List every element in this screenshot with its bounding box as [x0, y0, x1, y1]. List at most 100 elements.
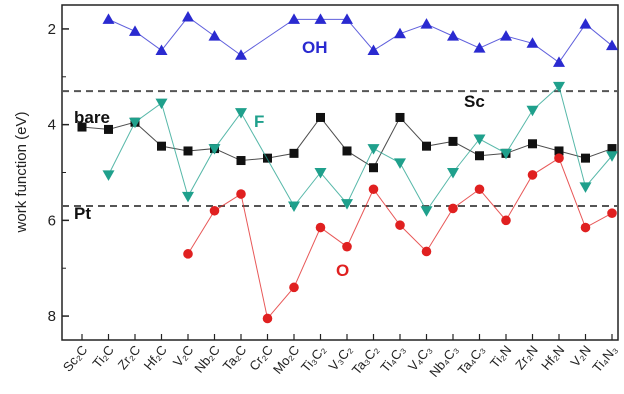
x-tick-label: Ti₃C₂ [298, 342, 329, 375]
reference-annotation-pt: Pt [74, 204, 91, 223]
data-point-bare [528, 139, 537, 149]
x-tick-label: Nb₂C [191, 342, 222, 375]
data-point-f [526, 105, 539, 117]
data-point-o [607, 208, 617, 218]
y-axis-label: work function (eV) [13, 112, 30, 234]
x-tick-label: Sc₂C [60, 342, 91, 374]
series-o [183, 153, 617, 324]
data-point-oh [288, 13, 300, 24]
x-tick-label: Mo₂C [270, 342, 302, 377]
x-tick-label: Zr₂C [115, 342, 144, 372]
data-point-o [262, 313, 273, 324]
data-point-o [554, 153, 564, 163]
data-point-bare [554, 146, 564, 156]
x-tick-label: Ti₂N [487, 342, 514, 371]
y-tick-label: 2 [48, 21, 56, 38]
x-tick-label: Zr₂N [512, 342, 541, 372]
data-point-bare [104, 124, 113, 134]
data-point-oh [102, 13, 115, 24]
data-point-oh [579, 18, 592, 29]
data-point-bare [475, 151, 484, 161]
data-point-oh [394, 27, 406, 39]
data-point-o [209, 205, 220, 216]
data-point-f [473, 134, 486, 145]
data-point-f [155, 98, 168, 110]
data-point-o [395, 220, 405, 230]
data-point-oh [129, 25, 141, 36]
data-point-bare [369, 163, 378, 173]
data-point-f [420, 206, 433, 217]
data-point-o [368, 184, 379, 195]
series-annotation-o: O [336, 261, 349, 280]
data-point-bare [342, 146, 352, 156]
data-point-bare [581, 153, 590, 163]
x-tick-label: Hf₂N [538, 342, 567, 373]
data-point-f [182, 191, 194, 203]
data-point-f [235, 108, 247, 119]
data-point-bare [395, 112, 405, 122]
data-point-o [236, 189, 246, 199]
data-point-bare [448, 136, 458, 146]
x-tick-label: Ti₄C₃ [377, 342, 408, 375]
data-point-f [394, 158, 406, 169]
y-tick-label: 8 [48, 308, 56, 325]
data-point-f [606, 151, 618, 162]
series-annotation-f: F [254, 112, 264, 131]
data-point-bare [77, 122, 87, 132]
data-point-oh [420, 18, 433, 29]
y-tick-label: 4 [48, 117, 56, 134]
series-line-o [187, 157, 613, 320]
series-annotation-bare: bare [74, 108, 110, 127]
data-point-o [474, 184, 485, 195]
data-point-o [580, 222, 591, 233]
data-point-f [102, 170, 115, 181]
data-point-bare [607, 144, 617, 154]
series-f [102, 81, 618, 217]
x-tick-label: Ti₄N₃ [589, 342, 620, 375]
data-point-bare [236, 156, 246, 166]
series-bare [77, 112, 617, 173]
data-point-o [448, 203, 458, 214]
data-point-oh [208, 30, 221, 41]
data-point-oh [314, 13, 327, 24]
x-tick-label: Ta₄C₃ [455, 342, 488, 377]
data-point-oh [182, 10, 194, 22]
x-tick-label: Ta₃C₂ [349, 342, 382, 377]
data-point-bare [157, 141, 166, 151]
data-point-oh [553, 56, 565, 67]
data-point-f [367, 144, 380, 155]
series-line-oh [108, 16, 613, 64]
reference-annotation-sc: Sc [464, 92, 485, 111]
series-annotation-oh: OH [302, 38, 328, 57]
x-tick-label: Ta₂C [220, 342, 250, 373]
x-tick-label: Ti₂C [89, 342, 116, 371]
x-tick-label: Hf₂C [141, 342, 170, 373]
data-point-o [342, 241, 352, 252]
data-point-bare [289, 148, 299, 158]
data-point-oh [155, 44, 168, 55]
data-point-f [447, 168, 459, 179]
data-point-f [314, 168, 327, 179]
data-point-oh [526, 37, 539, 48]
data-point-oh [367, 44, 380, 55]
data-point-f [129, 117, 141, 129]
data-point-f [579, 182, 592, 193]
data-point-oh [606, 39, 618, 51]
data-point-oh [500, 30, 512, 41]
data-point-bare [183, 146, 193, 156]
data-point-f [341, 199, 353, 210]
data-point-bare [263, 153, 272, 163]
y-tick-label: 6 [48, 212, 56, 229]
data-point-o [501, 215, 511, 226]
data-point-f [288, 201, 300, 212]
data-point-f [500, 148, 512, 160]
data-point-oh [447, 30, 459, 41]
data-point-o [527, 170, 538, 180]
data-point-f [208, 144, 221, 155]
data-point-o [183, 249, 193, 259]
data-point-bare [422, 141, 431, 151]
data-point-oh [341, 13, 353, 24]
data-point-bare [316, 112, 325, 122]
data-point-o [421, 246, 432, 257]
